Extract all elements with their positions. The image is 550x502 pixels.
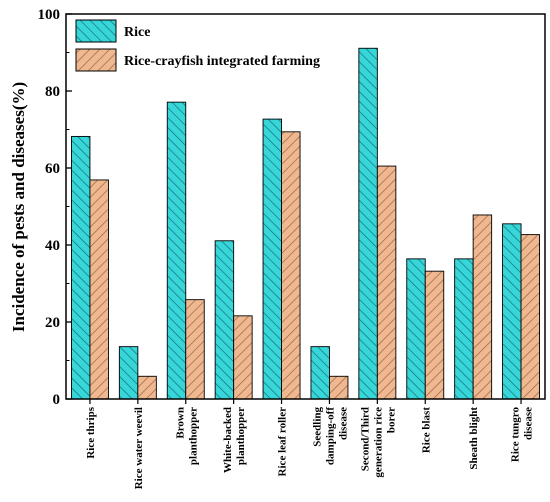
bar-crayfish-2 (185, 299, 205, 400)
bars (70, 47, 540, 404)
category-label: disease (337, 407, 349, 440)
bar-rice-8 (454, 258, 474, 400)
category-label: Rice tungro (510, 407, 522, 463)
legend-swatch (75, 48, 117, 72)
bar-crayfish-0 (89, 179, 109, 400)
category-label: Rice thrips (85, 406, 97, 458)
category-label: generation rice (372, 407, 384, 478)
y-tick-label: 80 (45, 84, 60, 100)
bar-crayfish-6 (376, 165, 397, 400)
category-label: White-backed (222, 407, 234, 473)
category-label: Seedling (311, 407, 323, 447)
bar-crayfish-7 (424, 270, 445, 400)
bar-rice-6 (358, 47, 378, 400)
bar-crayfish-1 (137, 375, 157, 400)
bar-crayfish-8 (472, 214, 493, 400)
category-label: planthopper (235, 407, 247, 465)
legend-swatch (75, 19, 117, 43)
category-label: damping-off (324, 407, 336, 465)
category-label: planthopper (187, 407, 199, 465)
bar-crayfish-3 (233, 315, 253, 400)
legend: Rice Rice-crayfish integrated farming (75, 19, 320, 72)
plot-frame (65, 13, 546, 400)
bar-rice-2 (166, 101, 187, 400)
y-tick-label: 40 (45, 238, 60, 254)
bar-crayfish-9 (520, 234, 540, 400)
y-tick-label: 100 (38, 7, 61, 23)
bar-crayfish-4 (281, 131, 301, 400)
y-axis-label: Incidence of pests and diseases(%) (9, 82, 28, 332)
bar-crayfish-5 (329, 375, 349, 400)
category-label: Rice blast (420, 407, 432, 453)
legend-label: Rice-crayfish integrated farming (124, 54, 320, 69)
bar-rice-4 (262, 118, 282, 400)
bar-rice-9 (502, 223, 522, 400)
bar-rice-1 (118, 346, 139, 400)
y-axis-ticks: 0 20 40 60 80 100 (38, 7, 72, 408)
category-label: Second/Third (359, 407, 371, 471)
category-label: borer (385, 407, 397, 433)
bar-rice-7 (406, 258, 426, 400)
y-tick-label: 20 (45, 315, 60, 331)
legend-label: Rice (124, 25, 150, 40)
category-label: Rice water weevil (133, 407, 145, 489)
category-labels: Rice thrips Rice water weevil Brown plantho… (85, 406, 535, 489)
category-label: Sheath blight (468, 407, 480, 470)
category-label: Rice leaf roller (277, 407, 289, 477)
y-tick-label: 60 (45, 161, 60, 177)
bar-rice-5 (310, 346, 330, 400)
y-tick-label: 0 (53, 392, 61, 408)
y-axis-label-group: Incidence of pests and diseases(%) (9, 82, 28, 332)
category-label: disease (523, 407, 535, 440)
category-label: Brown (174, 407, 186, 439)
bar-rice-3 (214, 240, 235, 400)
bar-rice-0 (70, 135, 91, 400)
